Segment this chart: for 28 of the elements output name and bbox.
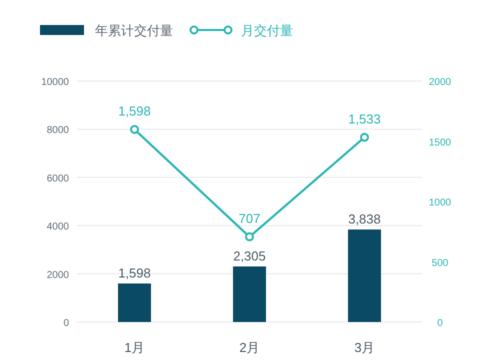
- y-tick-label: 8000: [46, 125, 70, 136]
- data-label: 707: [238, 210, 260, 226]
- y-tick-label: 2000: [46, 270, 70, 281]
- legend-label: 月交付量: [241, 23, 293, 38]
- y-tick-label: 4000: [46, 222, 70, 233]
- point: [245, 232, 254, 242]
- x-tick-label: 2月: [239, 340, 260, 355]
- y-tick-label: 0: [63, 318, 70, 329]
- x-tick-label: 3月: [354, 340, 375, 355]
- y2-tick-label: 0: [437, 318, 444, 329]
- y2-tick-label: 2000: [428, 77, 452, 88]
- data-label: 2,305: [233, 248, 266, 264]
- bar: [233, 266, 266, 322]
- data-label: 1,533: [348, 111, 381, 126]
- y2-tick-label: 1000: [428, 198, 452, 208]
- point: [360, 132, 369, 142]
- bar: [348, 230, 381, 322]
- legend-label: 年累计交付量: [95, 23, 173, 38]
- x-tick-label: 1月: [124, 340, 145, 355]
- data-label: 3,838: [348, 212, 381, 227]
- data-label: 1,598: [118, 103, 151, 118]
- data-label: 1,598: [118, 265, 151, 280]
- y-tick-label: 6000: [46, 173, 70, 184]
- y2-tick-label: 1500: [428, 137, 452, 148]
- y-tick-label: 10000: [41, 77, 70, 88]
- bar: [118, 283, 151, 322]
- point: [130, 124, 139, 134]
- y2-tick-label: 500: [432, 258, 449, 269]
